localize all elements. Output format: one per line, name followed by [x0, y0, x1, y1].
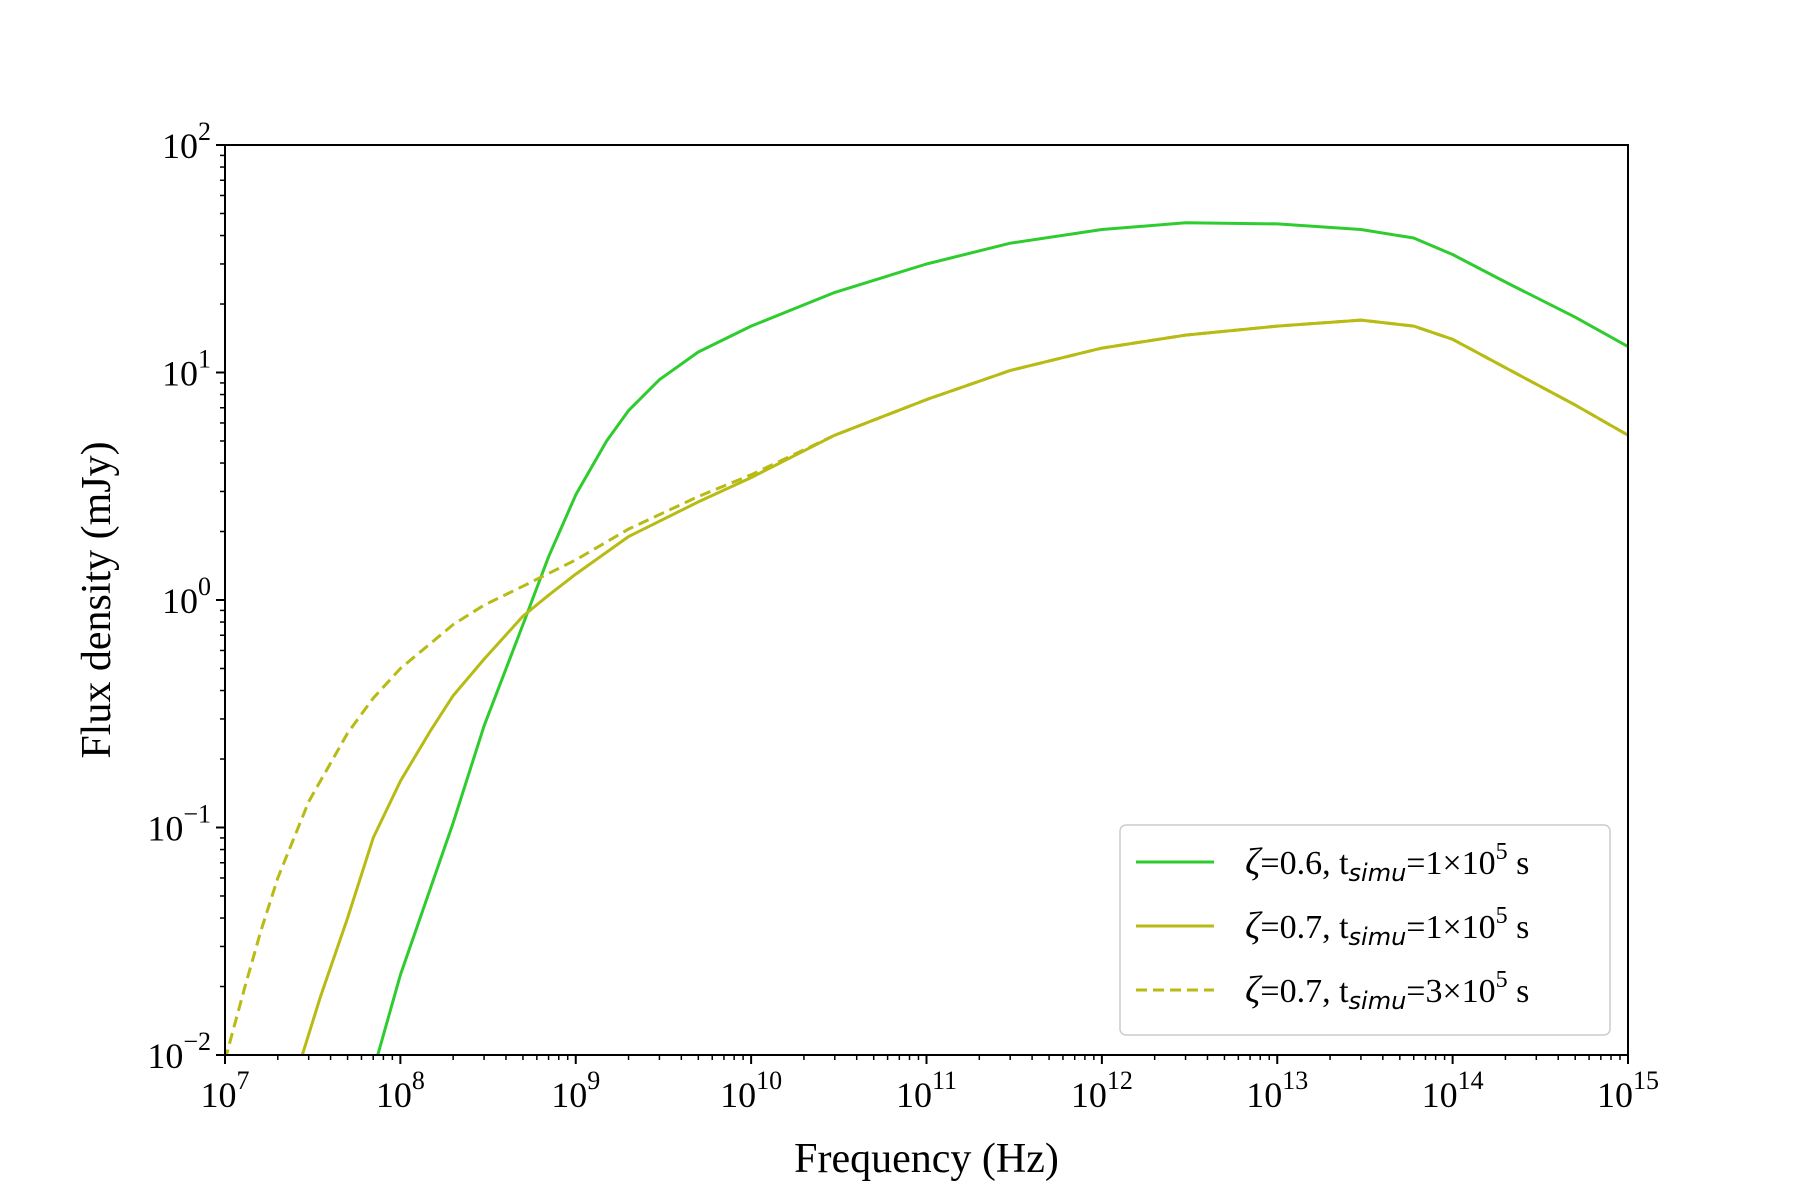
x-tick-label: 1011 [896, 1066, 957, 1115]
legend: ζ=0.6, tsimu=1×105 s ζ=0.7, tsimu=1×105 s… [1119, 824, 1611, 1036]
ticks-layer: 107 108 109 1010 1011 1012 1013 1014 1015 10−2 10−… [147, 117, 1659, 1115]
y-tick-label: 10−1 [147, 800, 211, 849]
x-tick-label: 1015 [1597, 1066, 1659, 1115]
series-line-3 [225, 318, 1628, 1055]
x-tick-label: 1013 [1246, 1066, 1308, 1115]
y-tick-label: 10−2 [147, 1027, 211, 1076]
legend-items: ζ=0.6, tsimu=1×105 s ζ=0.7, tsimu=1×105 s… [1136, 839, 1529, 1015]
x-tick-label: 109 [551, 1066, 600, 1115]
y-tick-label: 102 [162, 117, 211, 166]
x-tick-label: 107 [201, 1066, 250, 1115]
x-tick-label: 1012 [1071, 1066, 1133, 1115]
series-layer [225, 221, 1628, 1055]
legend-label-1: ζ=0.6, tsimu=1×105 s [1245, 839, 1529, 887]
y-axis-label: Flux density (mJy) [74, 441, 120, 758]
legend-box [1119, 824, 1611, 1036]
legend-label-3: ζ=0.7, tsimu=3×105 s [1245, 967, 1529, 1015]
series-line-1 [376, 221, 1628, 1055]
y-tick-label: 101 [162, 345, 211, 394]
x-axis-label: Frequency (Hz) [794, 1136, 1059, 1182]
x-tick-label: 108 [376, 1066, 425, 1115]
legend-label-2: ζ=0.7, tsimu=1×105 s [1245, 903, 1529, 951]
y-tick-label: 100 [162, 572, 211, 621]
x-tick-label: 1010 [720, 1066, 782, 1115]
x-tick-label: 1014 [1422, 1066, 1484, 1115]
